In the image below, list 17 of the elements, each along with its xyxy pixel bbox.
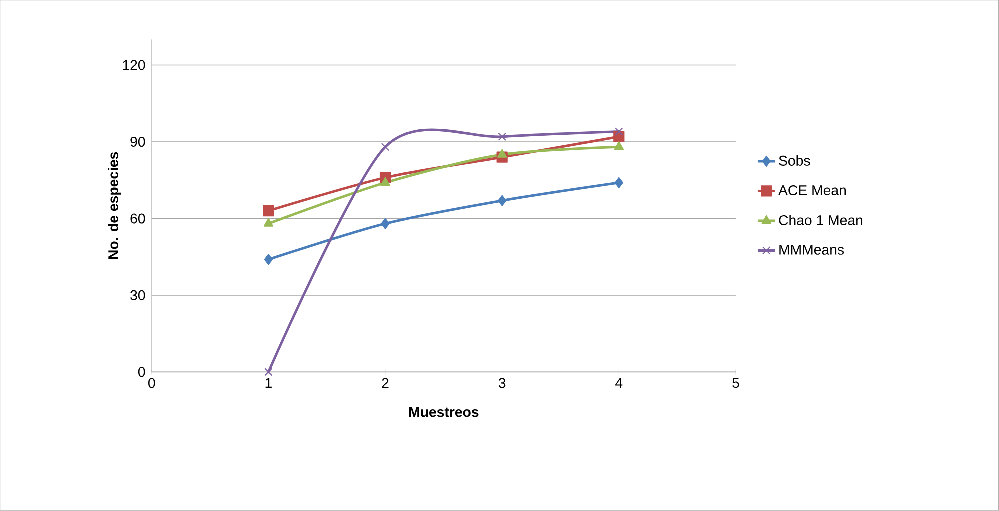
x-tick-label: 3: [498, 378, 506, 388]
x-tick-label: 1: [266, 378, 272, 388]
x-tick-label: 0: [148, 378, 156, 388]
x-tick-label: 5: [732, 378, 740, 388]
y-tick-label: 60: [130, 214, 146, 224]
legend-label: Sobs: [779, 156, 810, 166]
legend-label: Chao 1 Mean: [779, 215, 863, 226]
legend-label: MMMeans: [780, 245, 844, 255]
y-tick-label: 30: [130, 290, 146, 301]
x-tick-label: 4: [616, 378, 623, 388]
legend-label: ACE Mean: [778, 186, 846, 196]
x-axis-title: Muestreos: [409, 407, 479, 418]
y-tick-label: 120: [123, 60, 146, 70]
x-tick-label: 2: [382, 378, 389, 388]
y-tick-label: 90: [130, 137, 146, 148]
y-tick-label: 0: [138, 367, 146, 378]
y-axis-title: No. de especies: [108, 152, 122, 260]
